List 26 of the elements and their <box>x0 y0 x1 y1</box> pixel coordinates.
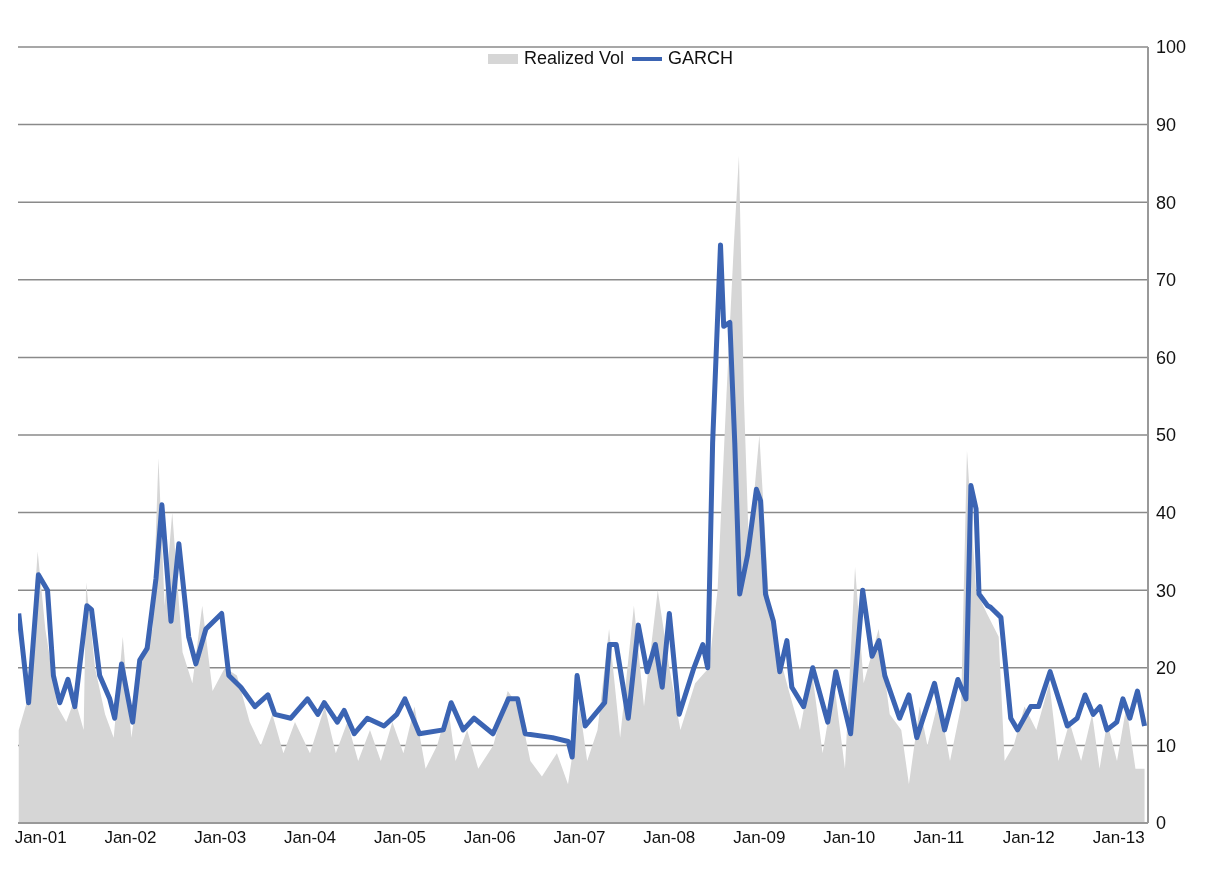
x-tick-label: Jan-11 <box>913 828 965 848</box>
x-tick-label: Jan-01 <box>14 828 67 848</box>
x-tick-label: Jan-10 <box>823 828 876 848</box>
x-tick-label: Jan-12 <box>1002 828 1055 848</box>
x-tick-label: Jan-04 <box>283 828 336 848</box>
x-tick-label: Jan-05 <box>374 828 426 848</box>
x-tick-label: Jan-08 <box>643 828 696 848</box>
x-tick-label: Jan-06 <box>463 828 516 848</box>
y-tick-label: 50 <box>1156 425 1177 446</box>
y-tick-label: 60 <box>1156 347 1177 368</box>
x-tick-label: Jan-02 <box>104 828 157 848</box>
y-tick-label: 100 <box>1156 37 1187 58</box>
legend-label: Realized Vol <box>523 48 625 69</box>
legend-label: GARCH <box>668 48 734 69</box>
y-tick-label: 20 <box>1156 658 1177 679</box>
y-tick-label: 0 <box>1156 813 1167 834</box>
x-tick-label: Jan-09 <box>733 828 786 848</box>
y-tick-label: 10 <box>1156 735 1177 756</box>
y-tick-label: 40 <box>1156 502 1177 523</box>
y-tick-label: 80 <box>1156 192 1177 213</box>
y-tick-label: 30 <box>1156 580 1177 601</box>
x-tick-label: Jan-07 <box>553 828 606 848</box>
x-tick-label: Jan-13 <box>1092 828 1145 848</box>
x-tick-label: Jan-03 <box>194 828 247 848</box>
y-tick-label: 90 <box>1156 114 1177 135</box>
y-tick-label: 70 <box>1156 270 1177 291</box>
